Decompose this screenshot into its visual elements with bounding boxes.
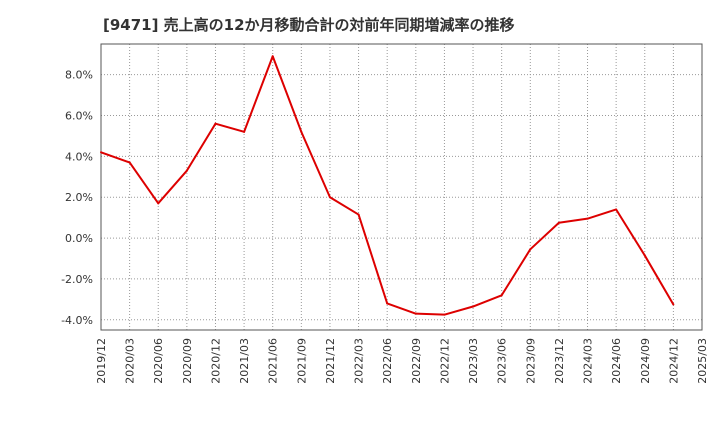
x-tick-label: 2025/03 (696, 338, 709, 384)
x-tick-label: 2019/12 (95, 338, 108, 384)
data-point (414, 312, 417, 315)
x-tick-label: 2021/06 (267, 338, 280, 384)
data-point (271, 55, 274, 58)
x-tick-label: 2020/12 (209, 338, 222, 384)
data-point (214, 122, 217, 125)
data-point (472, 305, 475, 308)
x-tick-label: 2023/12 (553, 338, 566, 384)
x-tick-label: 2024/12 (667, 338, 680, 384)
data-point (643, 254, 646, 257)
y-tick-label: 8.0% (65, 69, 93, 82)
data-point (300, 130, 303, 133)
x-tick-label: 2023/03 (467, 338, 480, 384)
y-tick-label: -4.0% (61, 314, 93, 327)
data-point (328, 196, 331, 199)
data-point (100, 151, 102, 154)
plot-frame (100, 43, 703, 331)
data-point (529, 248, 532, 251)
y-tick-label: 0.0% (65, 232, 93, 245)
y-tick-label: 2.0% (65, 191, 93, 204)
x-tick-label: 2020/09 (181, 338, 194, 384)
data-point (128, 161, 131, 164)
series-group (100, 55, 675, 316)
data-point (615, 208, 618, 211)
data-point (386, 302, 389, 305)
y-tick-label: 6.0% (65, 110, 93, 123)
x-tick-label: 2021/12 (324, 338, 337, 384)
data-point (157, 202, 160, 205)
y-tick-label: 4.0% (65, 150, 93, 163)
x-tick-label: 2024/03 (582, 338, 595, 384)
x-tick-label: 2021/09 (295, 338, 308, 384)
x-tick-label: 2023/06 (496, 338, 509, 384)
data-point (500, 294, 503, 297)
data-point (185, 169, 188, 172)
y-tick-label: -2.0% (61, 273, 93, 286)
data-point (672, 303, 675, 306)
grid-lines (101, 44, 702, 330)
x-tick-label: 2022/12 (438, 338, 451, 384)
x-tick-label: 2021/03 (238, 338, 251, 384)
x-tick-label: 2022/06 (381, 338, 394, 384)
data-point (243, 130, 246, 133)
x-tick-label: 2024/09 (639, 338, 652, 384)
x-tick-label: 2020/03 (124, 338, 137, 384)
x-axis: 2019/12 2020/03 2020/06 2020/09 2020/12 2021/… (95, 338, 709, 384)
data-point (443, 313, 446, 316)
x-tick-label: 2024/06 (610, 338, 623, 384)
chart-title: [9471] 売上高の12か月移動合計の対前年同期増減率の推移 (103, 16, 515, 34)
x-tick-label: 2022/03 (353, 338, 366, 384)
y-axis: 8.0% 6.0% 4.0% 2.0% 0.0% -2.0% -4.0% (61, 69, 93, 327)
data-point (357, 213, 360, 216)
x-tick-label: 2020/06 (152, 338, 165, 384)
data-point (586, 217, 589, 220)
data-point (557, 221, 560, 224)
x-tick-label: 2023/09 (524, 338, 537, 384)
x-tick-label: 2022/09 (410, 338, 423, 384)
